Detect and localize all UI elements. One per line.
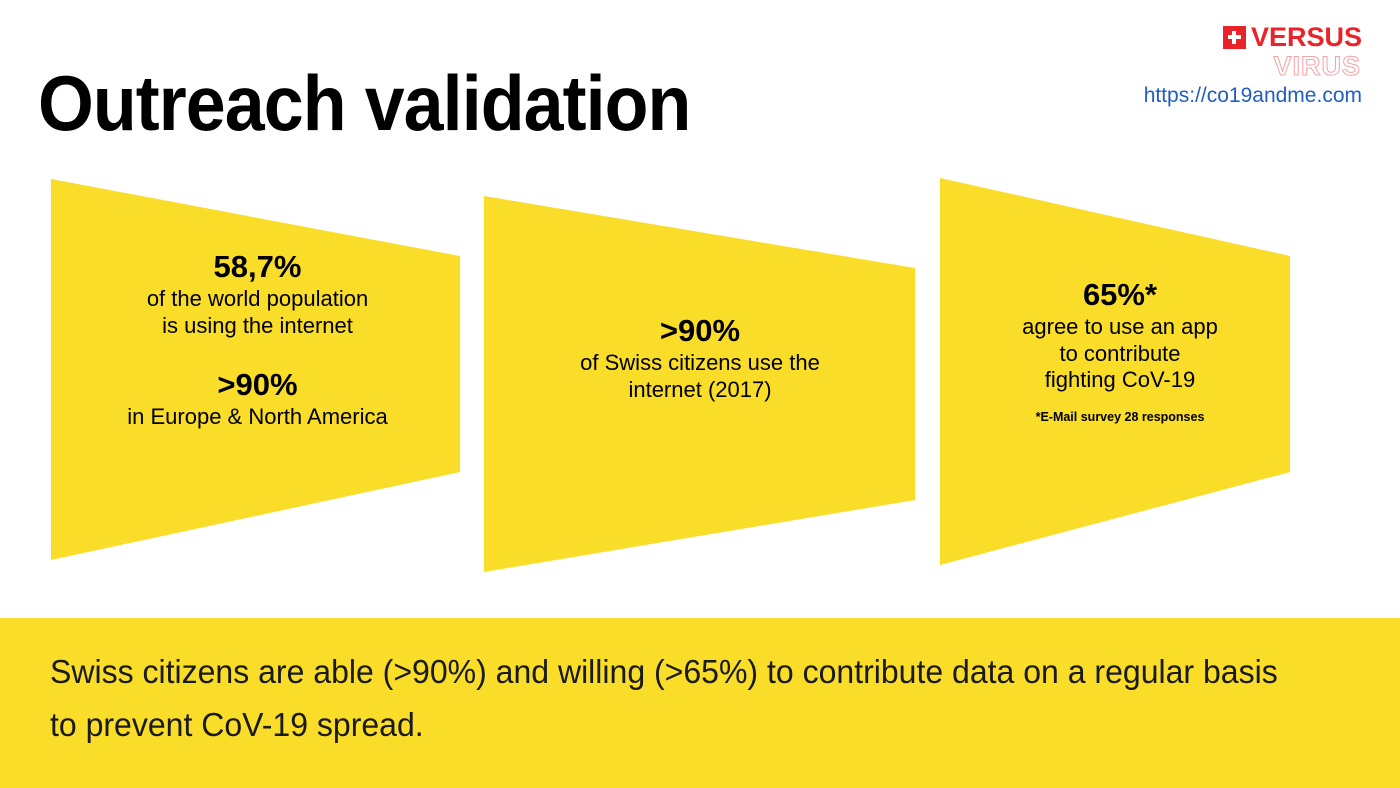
conclusion-text: Swiss citizens are able (>90%) and willi… (50, 653, 1278, 744)
stat-1-secondary-caption: in Europe & North America (127, 404, 388, 430)
stat-shape-app-willingness: 65%* agree to use an app to contribute f… (940, 178, 1290, 565)
swiss-flag-icon (1222, 25, 1246, 49)
stat-shape-3-text: 65%* agree to use an app to contribute f… (975, 276, 1265, 426)
stat-shape-2-text: >90% of Swiss citizens use the internet … (520, 312, 880, 403)
stat-shape-swiss-internet-usage: >90% of Swiss citizens use the internet … (484, 196, 915, 572)
conclusion-banner: Swiss citizens are able (>90%) and willi… (0, 618, 1400, 788)
stat-3-primary-value: 65%* (1082, 277, 1158, 312)
brand-logo-block: VERSUS VIRUS https://co19andme.com (1062, 22, 1362, 107)
stat-3-primary-caption-line1: agree to use an app (1022, 313, 1218, 339)
stat-2-primary-caption-line2: internet (2017) (628, 376, 772, 402)
stat-1-primary-caption-line2: is using the internet (162, 312, 353, 338)
stat-3-primary-caption-line2: to contribute (1059, 340, 1181, 366)
stat-2-primary-value: >90% (659, 313, 741, 348)
stat-1-primary-caption-line1: of the world population (146, 285, 369, 311)
stat-1-secondary-value: >90% (217, 367, 298, 403)
brand-virus-label: VIRUS (1273, 51, 1361, 81)
brand-logo-row: VERSUS (1062, 22, 1362, 52)
stat-3-footnote: *E-Mail survey 28 responses (1035, 410, 1205, 425)
stat-3-primary-caption-line3: fighting CoV-19 (1044, 367, 1196, 393)
stat-2-primary-caption-line1: of Swiss citizens use the (580, 349, 820, 375)
stat-shape-1-text: 58,7% of the world population is using t… (80, 248, 435, 431)
stat-1-primary-value: 58,7% (213, 249, 302, 284)
statistics-shapes-layer: 58,7% of the world population is using t… (51, 178, 1290, 572)
brand-versus-label: VERSUS (1250, 21, 1362, 52)
trapezoid-shape-2 (484, 196, 915, 572)
trapezoid-shape-3 (940, 178, 1290, 565)
page-title: Outreach validation (38, 59, 691, 148)
brand-url-link[interactable]: https://co19andme.com (1143, 84, 1362, 107)
trapezoid-shape-1 (51, 179, 460, 560)
stat-shape-world-internet-usage: 58,7% of the world population is using t… (51, 179, 460, 560)
